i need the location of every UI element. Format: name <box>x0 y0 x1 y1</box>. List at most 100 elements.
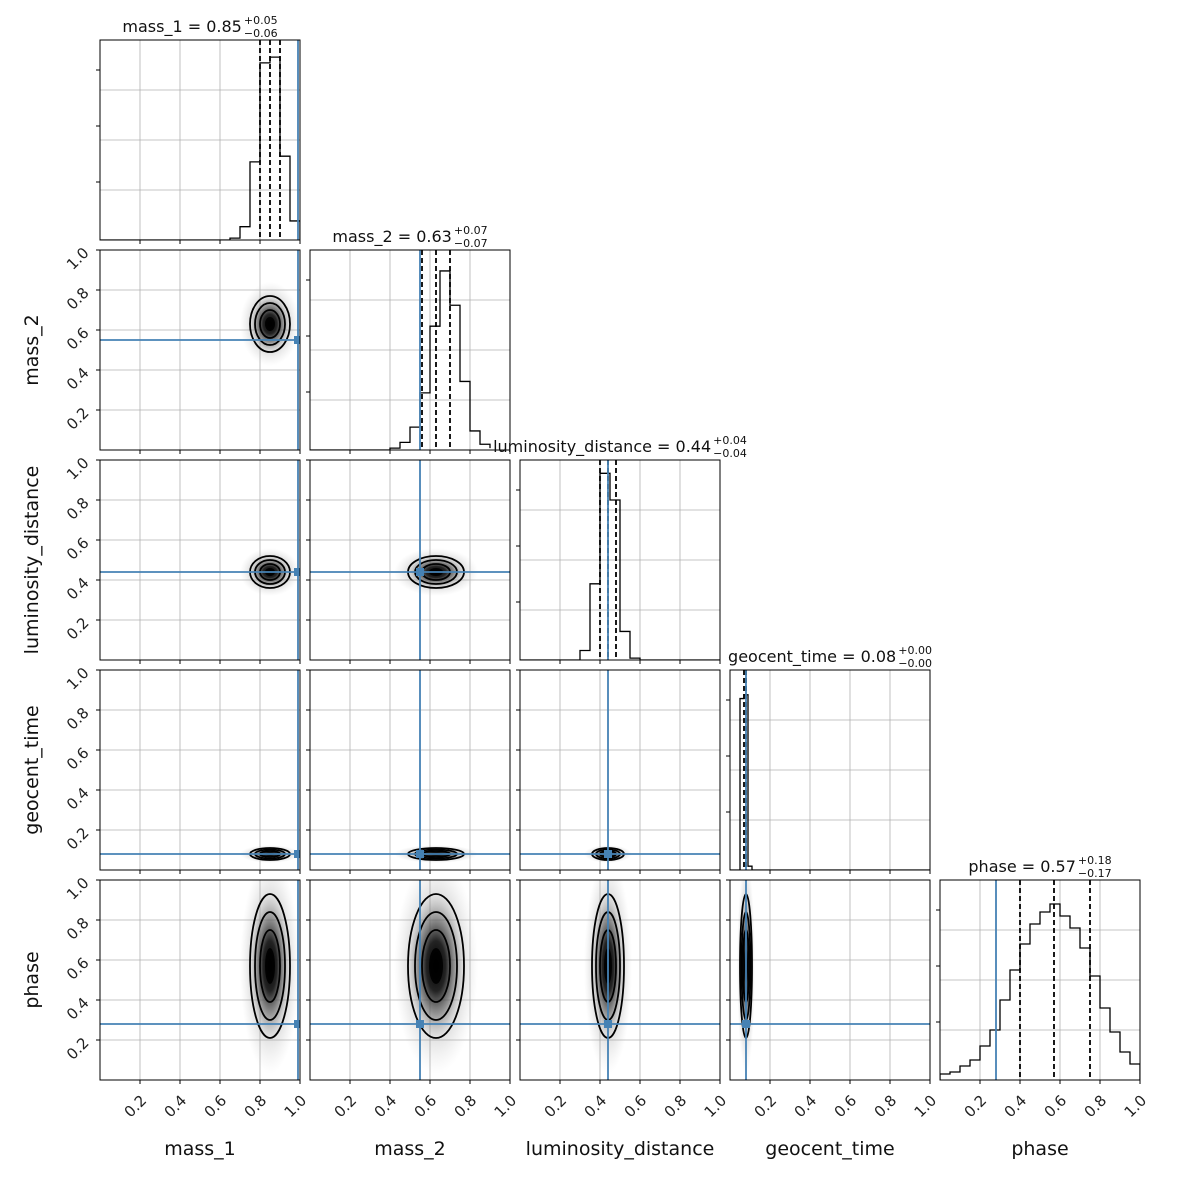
panel-content <box>520 460 720 660</box>
x-tick-label: 0.8 <box>871 1092 901 1122</box>
density-contour <box>254 911 286 1021</box>
y-tick-label: 0.8 <box>63 284 93 314</box>
panel-mass_1-mass_1: mass_1 = 0.85 +0.05−0.06 <box>96 14 301 244</box>
x-tick-label: 0.4 <box>581 1092 611 1122</box>
panel-border <box>519 669 721 871</box>
panel-mass_2-mass_2: mass_2 = 0.63 +0.07−0.07 <box>306 224 511 454</box>
x-tick-label: 1.0 <box>281 1092 311 1122</box>
y-tick-label: 0.4 <box>63 364 93 394</box>
x-tick-label: 1.0 <box>491 1092 521 1122</box>
x-tick-label: 0.2 <box>331 1092 361 1122</box>
y-tick-label: 0.6 <box>63 534 93 564</box>
x-tick-label: 0.4 <box>1001 1092 1031 1122</box>
x-axis-label-mass_2: mass_2 <box>374 1138 446 1160</box>
truth-marker <box>294 336 300 344</box>
y-axis-label-phase: phase <box>21 951 43 1008</box>
panel-geocent_time-phase <box>726 879 931 1084</box>
y-tick-label: 0.2 <box>63 1034 93 1064</box>
title-minus: −0.17 <box>1078 867 1112 880</box>
x-tick-label: 1.0 <box>911 1092 941 1122</box>
panel-border <box>99 249 301 451</box>
panel-content <box>100 250 300 450</box>
y-tick-label: 0.2 <box>63 614 93 644</box>
histogram-mass_2 <box>310 270 491 450</box>
title-main: phase = 0.57 <box>968 857 1075 876</box>
panel-border <box>99 879 301 1081</box>
panel-content <box>520 880 720 1080</box>
density-contour <box>407 893 465 1039</box>
panel-title-luminosity_distance: luminosity_distance = 0.44 +0.04−0.04 <box>493 434 747 460</box>
panel-content <box>310 670 510 870</box>
x-tick-label: 0.4 <box>161 1092 191 1122</box>
title-plus: +0.00 <box>898 644 932 657</box>
y-axis-label-mass_2: mass_2 <box>21 314 43 386</box>
density-contour <box>259 309 281 339</box>
panel-border <box>309 879 511 1081</box>
panel-luminosity_distance-geocent_time <box>516 669 721 874</box>
density-contour <box>265 948 275 984</box>
y-tick-label: 0.6 <box>63 954 93 984</box>
density-contour <box>429 948 443 984</box>
y-tick-label: 1.0 <box>63 244 93 274</box>
y-tick-label: 0.2 <box>63 824 93 854</box>
y-tick-label: 1.0 <box>63 664 93 694</box>
y-tick-label: 0.6 <box>63 324 93 354</box>
title-plus: +0.04 <box>713 434 747 447</box>
panel-border <box>309 249 511 451</box>
truth-marker <box>604 1020 612 1028</box>
y-axis-label-geocent_time: geocent_time <box>21 705 43 834</box>
density-contour <box>254 302 286 346</box>
panel-border <box>309 459 511 661</box>
panel-content <box>100 670 300 870</box>
histogram-luminosity_distance <box>520 472 720 660</box>
title-plus: +0.05 <box>244 14 278 27</box>
histogram-phase <box>940 903 1140 1080</box>
panel-phase-phase: phase = 0.57 +0.18−0.17 <box>936 854 1141 1084</box>
title-plus: +0.18 <box>1078 854 1112 867</box>
x-axis-label-mass_1: mass_1 <box>164 1138 236 1160</box>
x-tick-label: 0.2 <box>121 1092 151 1122</box>
x-tick-label: 0.8 <box>661 1092 691 1122</box>
truth-marker <box>416 850 424 858</box>
panel-content <box>100 40 300 240</box>
title-minus: −0.00 <box>898 657 932 670</box>
title-main: mass_1 = 0.85 <box>122 17 241 37</box>
panel-content <box>310 250 510 450</box>
panel-border <box>99 39 301 241</box>
y-tick-label: 0.8 <box>63 704 93 734</box>
x-tick-label: 0.6 <box>1041 1092 1071 1122</box>
x-tick-label: 0.6 <box>831 1092 861 1122</box>
panel-mass_1-luminosity_distance <box>96 459 301 664</box>
panel-title-geocent_time: geocent_time = 0.08 +0.00−0.00 <box>728 644 932 670</box>
panel-content <box>730 670 930 870</box>
x-tick-label: 0.4 <box>371 1092 401 1122</box>
panel-content <box>520 670 720 870</box>
x-tick-label: 0.2 <box>751 1092 781 1122</box>
panel-border <box>309 669 511 871</box>
panel-title-phase: phase = 0.57 +0.18−0.17 <box>968 854 1111 880</box>
panel-border <box>729 879 931 1081</box>
panel-content <box>940 880 1140 1080</box>
panel-luminosity_distance-luminosity_distance: luminosity_distance = 0.44 +0.04−0.04 <box>493 434 747 664</box>
x-tick-label: 0.8 <box>241 1092 271 1122</box>
truth-marker <box>416 1020 424 1028</box>
panel-content <box>310 880 510 1080</box>
title-minus: −0.07 <box>454 237 488 250</box>
panel-content <box>730 880 930 1080</box>
title-main: mass_2 = 0.63 <box>332 227 451 247</box>
panel-border <box>729 669 931 871</box>
panel-mass_1-geocent_time <box>96 669 301 874</box>
panel-mass_2-geocent_time <box>306 669 511 874</box>
title-main: geocent_time = 0.08 <box>728 647 896 667</box>
panel-title-mass_2: mass_2 = 0.63 +0.07−0.07 <box>332 224 487 250</box>
density-contour <box>414 911 458 1021</box>
panel-content <box>100 460 300 660</box>
x-tick-label: 0.2 <box>541 1092 571 1122</box>
panel-border <box>939 879 1141 1081</box>
x-tick-label: 1.0 <box>701 1092 731 1122</box>
y-tick-label: 0.6 <box>63 744 93 774</box>
panel-mass_2-phase <box>306 879 511 1084</box>
panel-geocent_time-geocent_time: geocent_time = 0.08 +0.00−0.00 <box>726 644 932 874</box>
density-contour <box>259 929 281 1003</box>
